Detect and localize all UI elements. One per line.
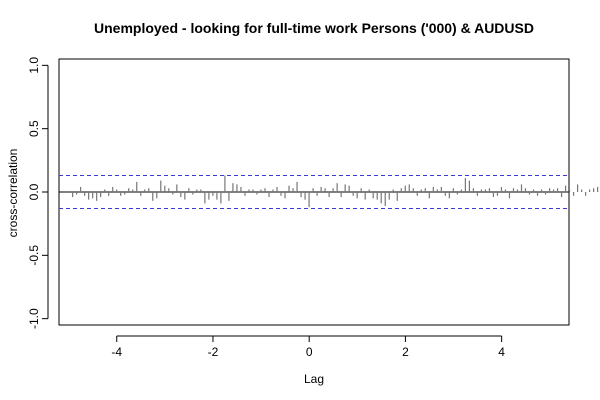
y-tick-label: -1.0 <box>27 308 41 329</box>
x-tick-label: 4 <box>498 345 505 359</box>
x-tick-label: 2 <box>402 345 409 359</box>
y-tick-label: 0.0 <box>27 183 41 200</box>
y-tick-label: 0.5 <box>27 120 41 137</box>
y-tick-label: 1.0 <box>27 57 41 74</box>
x-tick-label: -4 <box>111 345 122 359</box>
x-tick-label: -2 <box>208 345 219 359</box>
chart-title: Unemployed - looking for full-time work … <box>94 20 534 36</box>
plot-layer <box>59 175 599 209</box>
y-axis-label: cross-correlation <box>6 149 20 238</box>
x-tick-label: 0 <box>306 345 313 359</box>
x-axis-label: Lag <box>304 372 324 386</box>
y-tick-label: -0.5 <box>27 245 41 266</box>
